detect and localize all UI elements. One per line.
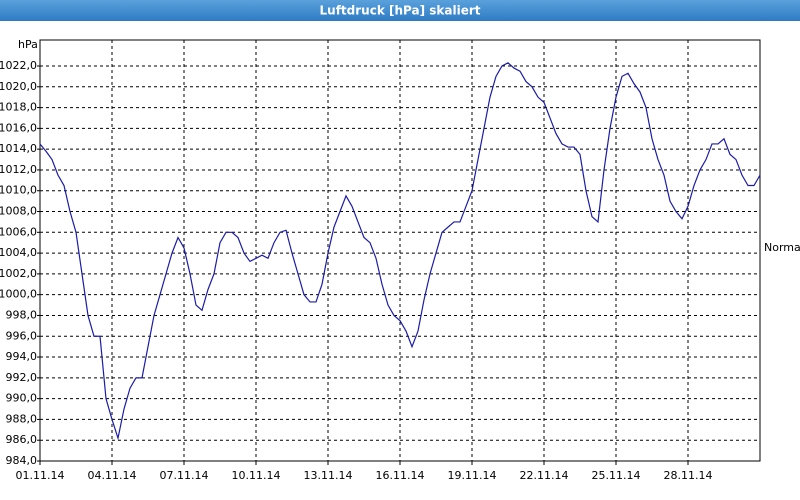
y-tick-label: 984,0 <box>6 454 38 467</box>
y-tick-label: 986,0 <box>6 433 38 446</box>
x-tick-label: 22.11.14 <box>520 469 569 482</box>
y-tick-label: 988,0 <box>6 412 38 425</box>
y-tick-label: 1014,0 <box>0 142 37 155</box>
x-tick-label: 28.11.14 <box>664 469 713 482</box>
y-tick-label: 1002,0 <box>0 267 37 280</box>
y-tick-label: 998,0 <box>6 308 38 321</box>
x-tick-label: 13.11.14 <box>304 469 353 482</box>
x-tick-label: 07.11.14 <box>160 469 209 482</box>
x-tick-label: 19.11.14 <box>448 469 497 482</box>
title-bar <box>0 0 800 21</box>
y-axis-label: hPa <box>18 38 38 51</box>
x-tick-label: 04.11.14 <box>88 469 137 482</box>
chart-title: Luftdruck [hPa] skaliert <box>320 4 481 18</box>
x-tick-label: 10.11.14 <box>232 469 281 482</box>
y-tick-label: 994,0 <box>6 350 38 363</box>
y-tick-label: 1010,0 <box>0 184 37 197</box>
plot-frame <box>39 39 761 462</box>
y-tick-label: 1004,0 <box>0 246 37 259</box>
y-tick-label: 1006,0 <box>0 225 37 238</box>
y-tick-label: 1016,0 <box>0 121 37 134</box>
x-tick-label: 25.11.14 <box>592 469 641 482</box>
y-tick-label: 1020,0 <box>0 80 37 93</box>
y-tick-label: 1018,0 <box>0 101 37 114</box>
y-tick-label: 990,0 <box>6 392 38 405</box>
x-tick-label: 16.11.14 <box>376 469 425 482</box>
y-tick-label: 1000,0 <box>0 288 37 301</box>
y-tick-label: 1022,0 <box>0 59 37 72</box>
y-tick-label: 1008,0 <box>0 205 37 218</box>
data-line <box>39 62 761 441</box>
y-tick-label: 992,0 <box>6 371 38 384</box>
x-tick-label: 01.11.14 <box>16 469 65 482</box>
y-tick-label: 996,0 <box>6 329 38 342</box>
y-tick-label: 1012,0 <box>0 163 37 176</box>
normal-label: Normal <box>764 241 800 254</box>
